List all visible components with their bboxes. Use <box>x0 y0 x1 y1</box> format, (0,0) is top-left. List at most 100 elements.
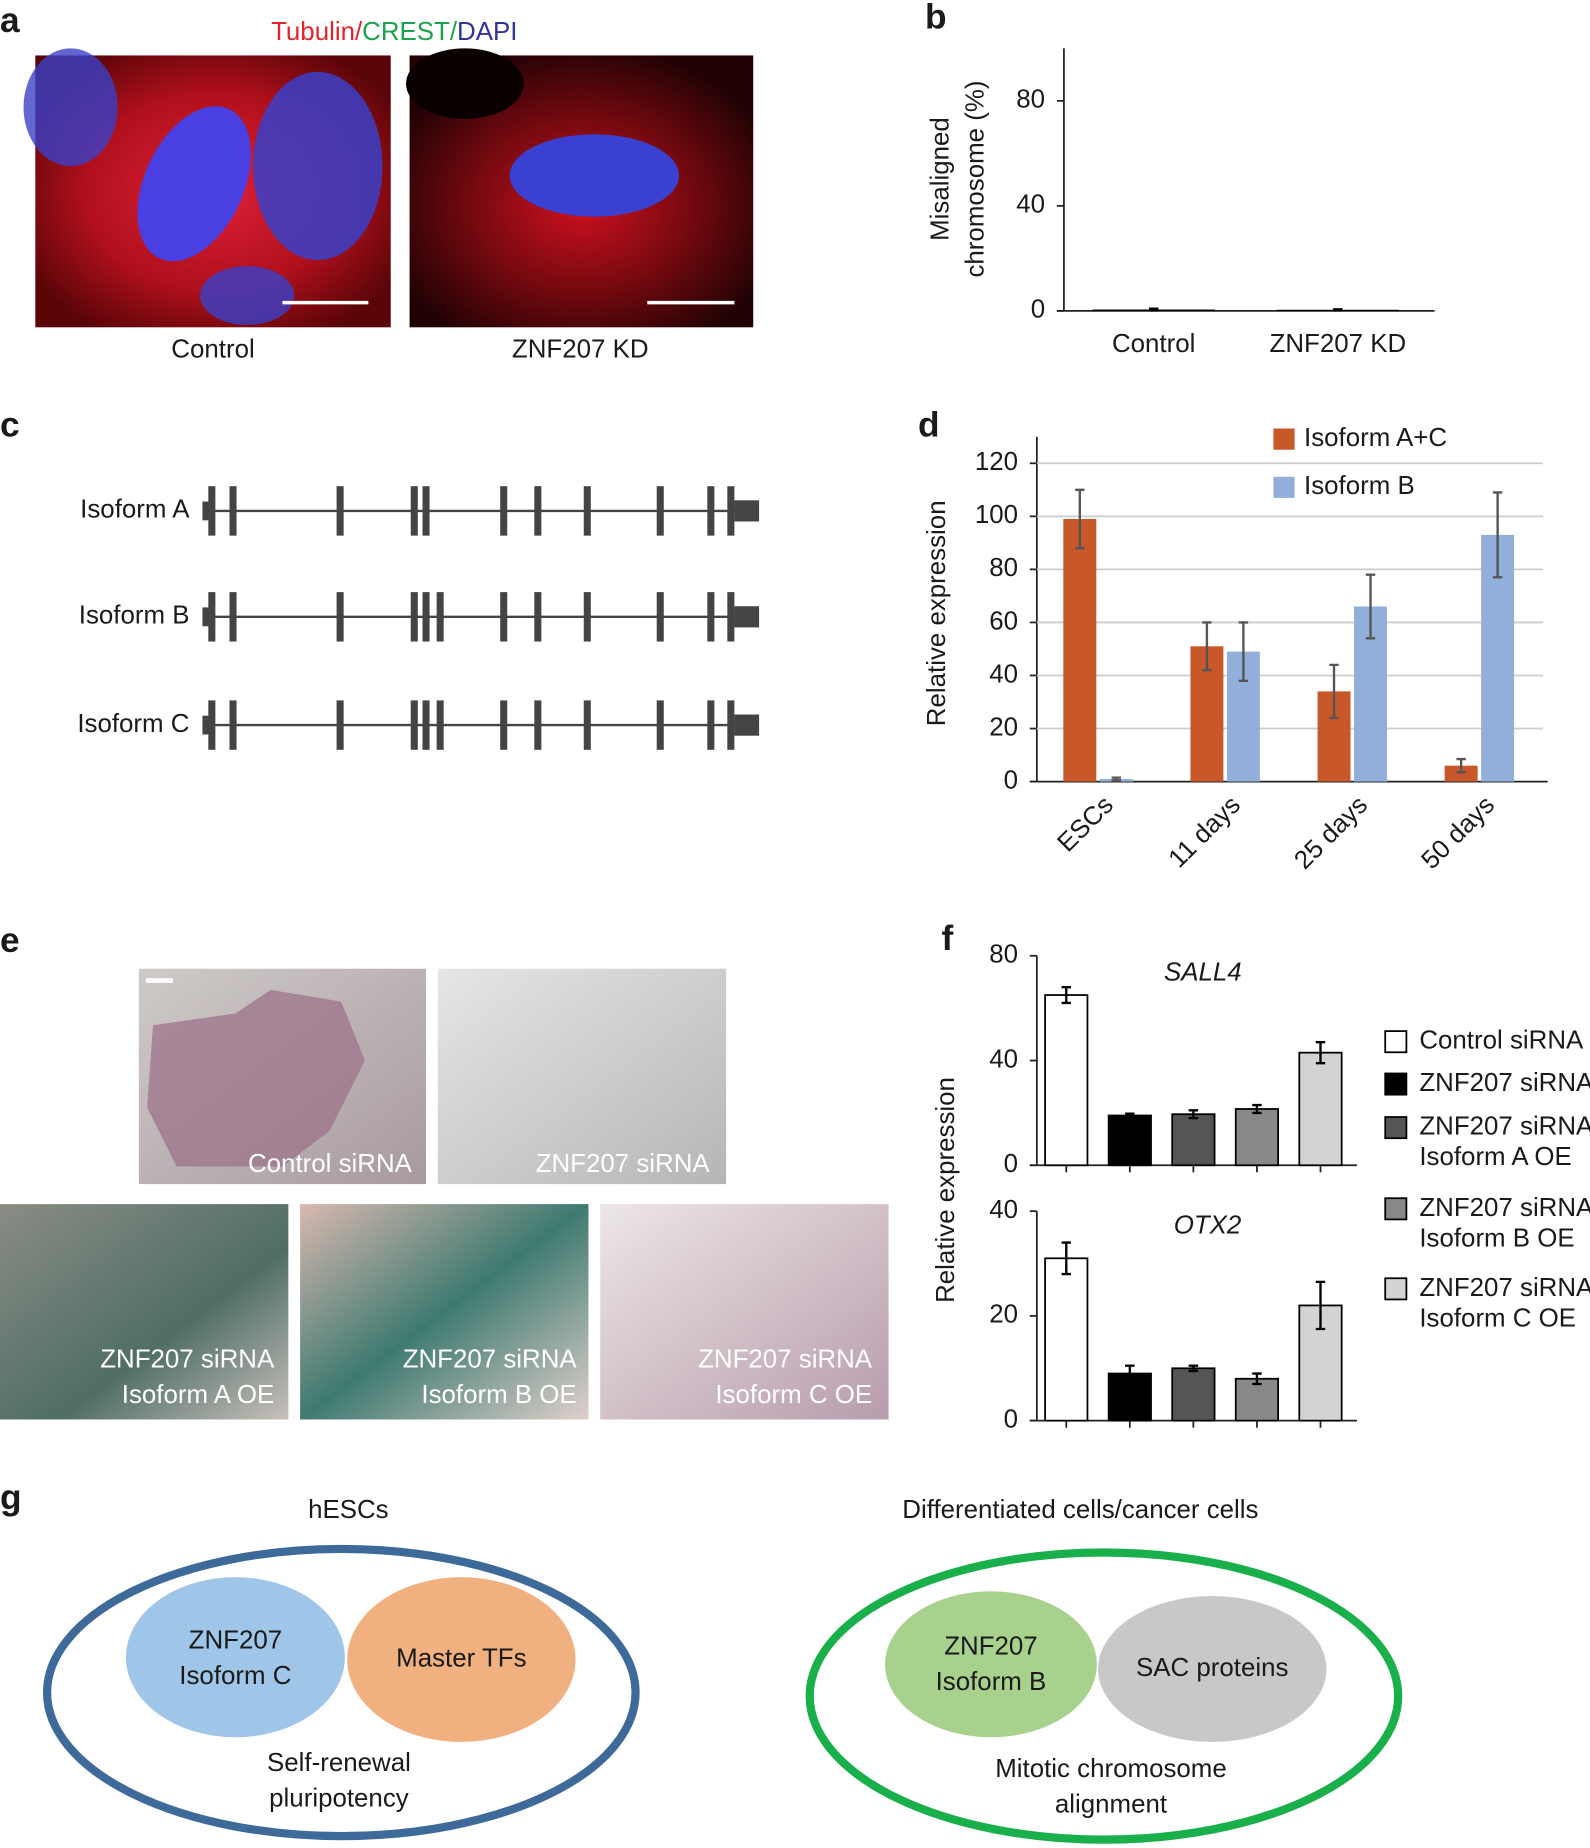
exon <box>500 486 508 536</box>
inner-ellipse <box>125 1577 345 1738</box>
x-tick-label: ZNF207 KD <box>1270 330 1407 358</box>
exon <box>656 700 664 750</box>
error-bar <box>1252 1372 1262 1386</box>
exon <box>707 486 715 536</box>
bar <box>1298 1051 1343 1167</box>
y-tick-label: 80 <box>989 554 1018 582</box>
error-bar <box>1061 986 1071 1005</box>
y-axis-label: Relative expression <box>932 1077 960 1303</box>
function-label: alignment <box>1055 1790 1167 1818</box>
error-bar <box>1202 621 1212 672</box>
bar <box>1044 1257 1089 1422</box>
exon <box>208 700 216 750</box>
x-tick-label: 11 days <box>1163 791 1246 874</box>
utr <box>202 607 212 627</box>
exon <box>410 486 418 536</box>
exon <box>534 486 542 536</box>
utr <box>734 500 760 522</box>
exon <box>229 592 237 642</box>
error-bar <box>1252 1103 1262 1115</box>
exon <box>422 486 430 536</box>
image-caption: ZNF207 siRNA <box>698 1345 873 1373</box>
utr <box>202 715 212 735</box>
y-tick-label: 80 <box>989 941 1018 969</box>
stain-label: Tubulin/ <box>271 18 363 46</box>
bar <box>1234 1108 1280 1167</box>
exon <box>208 592 216 642</box>
legend-label: Isoform B <box>1304 472 1415 500</box>
x-tick-label: ESCs <box>1052 791 1119 858</box>
panel-letter: e <box>0 921 20 960</box>
y-axis-label: Relative expression <box>923 500 951 726</box>
legend-label: Isoform A+C <box>1304 424 1447 452</box>
y-axis-label: chromosome (%) <box>962 81 990 278</box>
error-bar <box>1365 573 1376 640</box>
chart-title: OTX2 <box>1174 1211 1242 1239</box>
image-caption: ZNF207 siRNA <box>403 1345 578 1373</box>
y-tick-label: 0 <box>1031 296 1045 324</box>
member-label: ZNF207 <box>944 1633 1037 1661</box>
group-title: Differentiated cells/cancer cells <box>902 1496 1258 1524</box>
bar <box>1107 1114 1152 1167</box>
bar <box>1044 994 1089 1167</box>
isoform-label: Isoform A <box>80 496 190 524</box>
micrograph <box>0 1204 289 1420</box>
y-tick-label: 0 <box>1004 1150 1018 1178</box>
error-bar <box>1492 491 1503 579</box>
exon <box>336 486 344 536</box>
caption: ZNF207 KD <box>512 336 649 364</box>
micrographs-e <box>0 968 889 1420</box>
legend-label: ZNF207 siRNA Isoform B OE <box>1419 1194 1590 1253</box>
exon <box>500 700 508 750</box>
legend-label: Control siRNA <box>1419 1027 1584 1055</box>
exon <box>410 700 418 750</box>
legend-swatch <box>1384 1072 1408 1096</box>
bar <box>1171 1367 1216 1422</box>
exon <box>436 700 444 750</box>
image-caption: ZNF207 siRNA <box>100 1345 275 1373</box>
bar <box>1444 765 1478 782</box>
chart-title: SALL4 <box>1164 958 1242 986</box>
background <box>406 48 524 119</box>
exon <box>336 700 344 750</box>
utr <box>734 606 760 628</box>
legend-swatch <box>1273 428 1295 450</box>
stain-title: Tubulin/CREST/DAPI <box>271 18 517 46</box>
y-tick-label: 40 <box>989 660 1018 688</box>
error-bar <box>1188 1364 1199 1373</box>
isoform-label: Isoform C <box>77 710 189 738</box>
micrograph <box>300 1204 589 1420</box>
y-tick-label: 0 <box>1004 1405 1018 1433</box>
exon <box>727 592 735 642</box>
exon <box>656 592 664 642</box>
member-label: Isoform C <box>179 1662 291 1690</box>
micrograph <box>600 1204 889 1420</box>
caption: Control <box>171 336 254 364</box>
inner-ellipse <box>1098 1596 1327 1742</box>
legend-swatch <box>1384 1030 1408 1054</box>
y-tick-label: 80 <box>1016 86 1045 114</box>
member-label: Master TFs <box>396 1644 526 1672</box>
error-bar <box>1125 1112 1135 1119</box>
utr <box>734 714 760 736</box>
micrograph <box>437 968 727 1185</box>
x-tick-label: 50 days <box>1416 791 1500 875</box>
group-title: hESCs <box>308 1496 389 1524</box>
bar <box>1063 518 1097 782</box>
exon <box>707 700 715 750</box>
exon <box>583 486 591 536</box>
member-label: Isoform B <box>936 1668 1047 1696</box>
function-label: Mitotic chromosome <box>995 1755 1227 1783</box>
panel-letter: c <box>0 406 20 445</box>
stain-label: DAPI <box>457 18 517 46</box>
y-tick-label: 60 <box>989 607 1018 635</box>
image-caption: Isoform B OE <box>421 1381 576 1409</box>
error-bar <box>1329 663 1339 720</box>
error-bar <box>1333 308 1343 312</box>
utr <box>202 501 212 521</box>
legend-label: ZNF207 siRNA Isoform C OE <box>1419 1274 1590 1333</box>
exon <box>229 486 237 536</box>
exon <box>727 486 735 536</box>
exon <box>229 700 237 750</box>
